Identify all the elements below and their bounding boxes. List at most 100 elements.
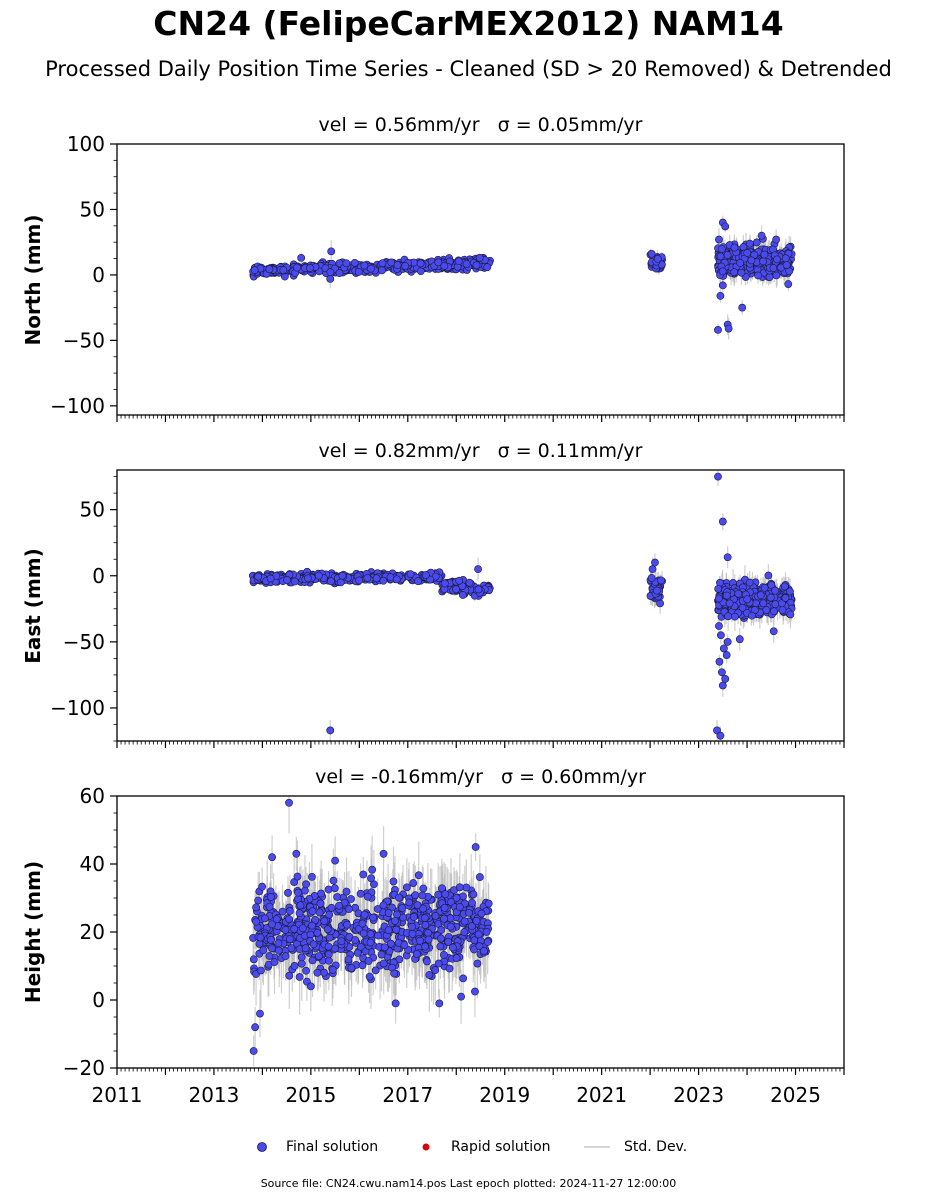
height-data-point — [342, 887, 351, 896]
east-data-point — [722, 651, 731, 659]
height-data-point — [452, 954, 461, 962]
north-data-point — [721, 222, 730, 231]
height-data-point — [421, 921, 430, 929]
height-data-point — [343, 920, 351, 929]
height-data-point — [437, 926, 446, 934]
north-data-point — [378, 266, 386, 275]
height-data-point — [423, 957, 431, 966]
east-data-point — [414, 577, 422, 586]
east-data-point — [770, 607, 778, 616]
north-data-point — [434, 258, 443, 267]
east-data-point — [730, 612, 739, 621]
height-data-point — [377, 950, 386, 959]
height-data-point — [316, 899, 325, 908]
height-data-point — [424, 929, 433, 937]
east-data-point — [336, 578, 345, 587]
height-data-point — [301, 886, 309, 895]
north-y-tick-label: 100 — [67, 132, 105, 156]
north-data-point — [387, 258, 396, 267]
east-data-point — [651, 558, 659, 567]
east-data-point — [392, 575, 401, 584]
east-data-point — [290, 577, 299, 586]
height-data-point — [445, 964, 454, 973]
height-data-point — [320, 968, 328, 977]
height-data-point — [367, 874, 375, 883]
east-data-point — [722, 591, 731, 600]
height-data-point — [325, 910, 334, 919]
height-data-point — [252, 917, 260, 926]
height-data-point — [302, 966, 310, 975]
north-data-point — [757, 231, 766, 240]
height-data-point — [345, 905, 353, 914]
east-data-point — [771, 586, 780, 595]
height-data-point — [400, 941, 409, 949]
east-data-point — [452, 585, 461, 594]
north-data-point — [718, 267, 727, 276]
east-data-point — [738, 603, 747, 612]
north-data-point — [716, 291, 725, 300]
height-data-point — [324, 942, 333, 951]
height-data-point — [462, 883, 471, 892]
north-data-point — [747, 256, 756, 265]
height-data-point — [278, 907, 287, 916]
north-data-point — [730, 268, 739, 277]
east-data-point — [778, 606, 787, 614]
height-data-point — [324, 950, 333, 959]
east-data-point — [764, 571, 773, 580]
height-data-point — [329, 876, 338, 885]
north-data-point — [462, 260, 471, 268]
height-data-point — [444, 937, 453, 946]
north-data-point — [326, 268, 335, 277]
east-y-tick-label: 50 — [80, 498, 105, 522]
north-data-point — [653, 254, 662, 263]
east-data-point — [372, 574, 381, 583]
height-data-point — [411, 891, 420, 900]
east-data-point — [455, 576, 464, 585]
north-data-point — [773, 255, 781, 264]
height-data-point — [347, 895, 355, 903]
height-data-point — [414, 871, 423, 880]
north-data-point — [717, 245, 726, 254]
height-data-point — [373, 905, 382, 913]
height-data-point — [252, 903, 260, 912]
height-data-point — [308, 956, 317, 965]
height-data-point — [285, 915, 294, 924]
east-y-tick-label: −50 — [63, 630, 105, 654]
east-data-point — [465, 578, 474, 587]
north-y-tick-label: 0 — [92, 263, 105, 287]
height-data-point — [437, 934, 445, 943]
height-data-point — [477, 909, 486, 918]
height-data-point — [452, 893, 461, 902]
east-data-point — [760, 583, 769, 592]
height-data-point — [419, 884, 428, 893]
height-data-point — [285, 907, 294, 915]
height-data-point — [290, 925, 299, 933]
north-data-point — [378, 259, 387, 268]
height-data-point — [265, 902, 274, 911]
height-data-point — [436, 942, 445, 951]
height-data-point — [323, 925, 332, 934]
east-data-point — [314, 571, 323, 580]
east-data-point — [724, 612, 733, 621]
north-data-point — [401, 262, 410, 270]
north-data-point — [647, 249, 656, 258]
east-data-point — [254, 572, 263, 581]
height-data-point — [344, 955, 353, 964]
east-data-point — [767, 581, 776, 589]
height-data-point — [460, 928, 469, 936]
height-data-point — [483, 938, 492, 946]
east-data-point — [652, 586, 661, 595]
north-data-point — [360, 261, 369, 270]
height-data-point — [308, 873, 316, 881]
height-data-point — [259, 946, 268, 955]
height-data-point — [379, 901, 388, 910]
height-data-point — [484, 899, 493, 908]
height-panel-title: vel = -0.16mm/yr σ = 0.60mm/yr — [315, 766, 646, 788]
height-data-point — [297, 953, 306, 962]
east-data-point — [355, 576, 364, 585]
east-data-point — [781, 594, 790, 602]
north-data-point — [769, 264, 778, 272]
east-data-point — [777, 599, 786, 608]
height-data-point — [371, 966, 380, 975]
height-data-point — [431, 912, 440, 920]
